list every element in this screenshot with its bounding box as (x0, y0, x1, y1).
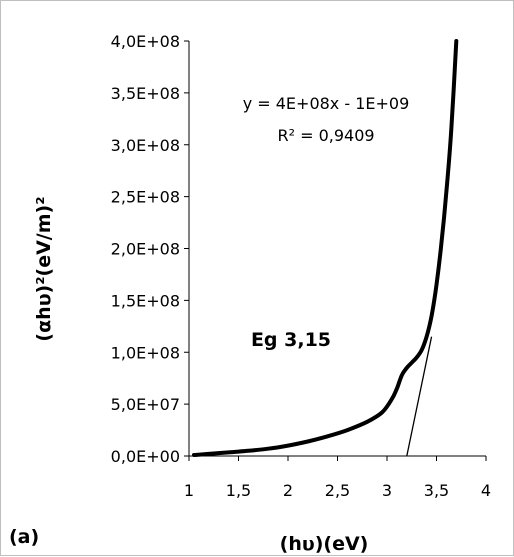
panel-label: (a) (9, 526, 39, 548)
y-tick-label: 1,5E+08 (111, 291, 180, 310)
y-axis-title: (αhυ)²(eV/m)² (33, 196, 55, 341)
x-tick-label: 1,5 (226, 481, 251, 500)
y-tick-label: 4,0E+08 (111, 32, 180, 51)
y-tick-label: 1,0E+08 (111, 343, 180, 362)
y-tick-label: 5,0E+07 (111, 395, 180, 414)
x-tick-label: 3 (382, 481, 392, 500)
y-tick-label: 3,5E+08 (111, 84, 180, 103)
x-tick-label: 2 (283, 481, 293, 500)
y-tick-label: 3,0E+08 (111, 136, 180, 155)
x-axis-title: (hυ)(eV) (280, 533, 369, 555)
trendline-equation: y = 4E+08x - 1E+09 (243, 94, 410, 113)
data-series-line (192, 39, 459, 457)
trendline (406, 336, 433, 457)
y-tick-label: 0,0E+00 (111, 447, 180, 466)
r-squared-label: R² = 0,9409 (277, 126, 374, 145)
x-tick-label: 1 (184, 481, 194, 500)
chart-axes (184, 40, 487, 461)
x-tick-labels: 1 1,5 2 2,5 3 3,5 4 (184, 481, 491, 500)
y-tick-label: 2,0E+08 (111, 240, 180, 259)
x-tick-label: 2,5 (325, 481, 350, 500)
plot-area (192, 39, 459, 457)
y-tick-label: 2,5E+08 (111, 188, 180, 207)
band-gap-label: Eg 3,15 (251, 329, 331, 351)
x-tick-label: 4 (481, 481, 491, 500)
x-tick-label: 3,5 (424, 481, 449, 500)
y-tick-labels: 0,0E+00 5,0E+07 1,0E+08 1,5E+08 2,0E+08 2,5E+… (111, 32, 180, 466)
